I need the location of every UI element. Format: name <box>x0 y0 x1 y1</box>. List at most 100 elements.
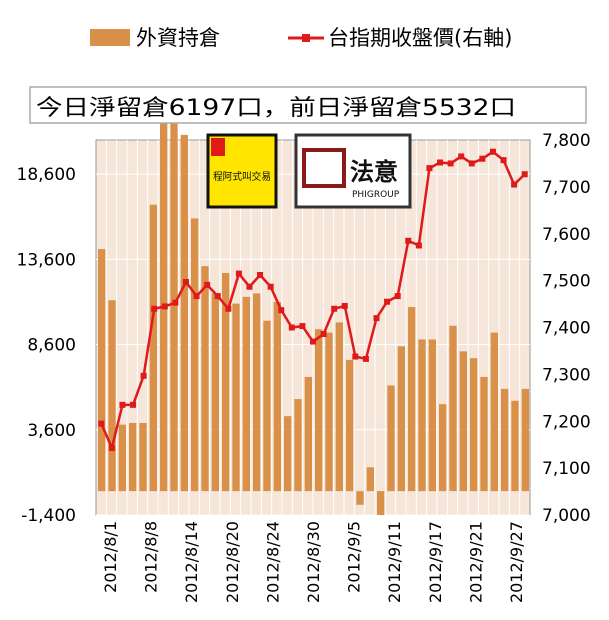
bar <box>356 491 364 505</box>
x-tick-label: 2012/9/5 <box>345 521 364 593</box>
bar <box>263 320 271 492</box>
bar <box>273 301 281 492</box>
chengshi-logo: 程阿式叫交易 <box>206 133 278 209</box>
line-point <box>489 148 496 155</box>
bar <box>315 329 323 492</box>
chengshi-logo-text: 程阿式叫交易 <box>213 170 271 183</box>
line-point <box>246 283 253 290</box>
line-point <box>384 298 391 305</box>
line-point <box>214 293 221 300</box>
bar <box>222 272 230 492</box>
bar <box>211 293 219 492</box>
bar <box>387 385 395 492</box>
bar <box>242 296 250 492</box>
bar <box>201 266 209 492</box>
x-tick-label: 2012/9/27 <box>507 521 526 603</box>
bar <box>170 121 178 492</box>
bar <box>449 325 457 492</box>
line-point <box>257 272 264 278</box>
left-axis: -1,400 3,600 8,600 13,600 18,600 <box>17 165 76 526</box>
line-point <box>500 157 507 164</box>
line-point <box>437 159 444 166</box>
x-tick-label: 2012/9/21 <box>466 521 485 603</box>
phigroup-logo: 法意 PHIGROUP <box>294 133 412 209</box>
bar <box>346 359 354 492</box>
line-point <box>225 305 232 312</box>
right-tick-label: 7,000 <box>542 506 591 526</box>
line-point <box>479 155 486 162</box>
line-point <box>140 372 147 379</box>
x-tick-label: 2012/8/1 <box>101 521 120 593</box>
bar <box>294 399 302 492</box>
left-tick-label: 18,600 <box>17 165 76 185</box>
line-point <box>98 420 105 427</box>
line-point <box>468 160 475 167</box>
x-tick-label: 2012/8/30 <box>304 521 323 603</box>
line-point <box>193 293 200 300</box>
left-tick-label: 8,600 <box>27 336 76 356</box>
line-point <box>108 444 115 451</box>
right-tick-label: 7,200 <box>542 412 591 432</box>
right-tick-label: 7,500 <box>542 272 591 292</box>
left-tick-label: 3,600 <box>27 421 76 441</box>
bar <box>470 358 478 492</box>
right-axis: 7,000 7,100 7,200 7,300 7,400 7,500 7,600 7,700… <box>542 131 591 526</box>
bar <box>459 351 467 492</box>
bar <box>160 111 168 492</box>
phigroup-logo-title: 法意 <box>350 158 398 186</box>
line-point <box>511 181 518 188</box>
bar <box>335 322 343 492</box>
bar <box>98 249 106 492</box>
bar <box>284 416 292 492</box>
line-point <box>521 171 528 178</box>
bar <box>118 424 126 492</box>
line-point <box>352 353 359 360</box>
x-tick-label: 2012/8/20 <box>223 521 242 603</box>
line-point <box>119 401 126 408</box>
bar <box>253 293 261 492</box>
phigroup-logo-bg <box>294 133 412 209</box>
left-tick-label: -1,400 <box>21 506 76 526</box>
right-tick-label: 7,100 <box>542 459 591 479</box>
bar <box>366 467 374 492</box>
bar <box>304 376 312 492</box>
right-tick-label: 7,800 <box>542 131 591 151</box>
bar <box>501 388 509 492</box>
annotation-frame <box>29 86 587 124</box>
line-point <box>235 270 242 277</box>
line-series <box>98 148 528 452</box>
right-tick-label: 7,300 <box>542 365 591 385</box>
line-point <box>299 323 306 330</box>
x-axis: 2012/8/1 2012/8/8 2012/8/14 2012/8/20 2012/8… <box>101 521 526 603</box>
line-point <box>394 293 401 300</box>
line-point <box>161 303 168 310</box>
bar <box>232 303 240 492</box>
x-tick-label: 2012/8/8 <box>142 521 161 593</box>
line-point <box>288 324 295 331</box>
bar <box>325 332 333 492</box>
bar <box>129 422 137 492</box>
right-tick-label: 7,400 <box>542 319 591 339</box>
line-point <box>172 299 179 306</box>
legend: 外資持倉 台指期收盤價(右軸) <box>90 26 512 50</box>
line-point <box>426 165 433 172</box>
line-point <box>310 338 316 345</box>
phigroup-logo-mark <box>302 148 346 188</box>
line-point <box>320 331 327 338</box>
line-point <box>415 242 422 249</box>
legend-line-marker <box>302 34 310 42</box>
line-point <box>373 315 380 322</box>
bar <box>377 491 385 515</box>
bar <box>180 134 188 492</box>
line-point <box>151 305 158 312</box>
line-point <box>182 279 189 286</box>
line-point <box>267 283 274 290</box>
annotation-box: 今日淨留倉6197口，前日淨留倉5532口 <box>29 86 587 124</box>
x-tick-label: 2012/8/14 <box>182 521 201 603</box>
line-point <box>458 153 465 160</box>
bar <box>490 332 498 492</box>
x-tick-label: 2012/8/24 <box>263 521 282 603</box>
legend-bar-swatch <box>90 29 130 46</box>
